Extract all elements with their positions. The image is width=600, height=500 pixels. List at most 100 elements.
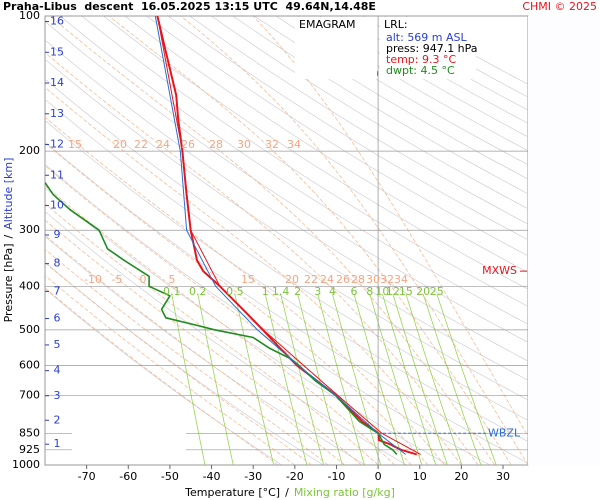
altitude-label: 6 — [54, 312, 61, 325]
y-tick-label: 850 — [19, 426, 40, 439]
altitude-label: 5 — [54, 338, 61, 351]
x-tick-label: -50 — [161, 470, 179, 483]
altitude-label: 3 — [54, 389, 61, 402]
altitude-label: 7 — [54, 284, 61, 297]
altitude-label: 15 — [50, 45, 64, 58]
lrl-alt: alt: 569 m ASL — [386, 31, 468, 44]
adiabat-label: 32 — [380, 273, 394, 286]
moist-adiabat — [50, 16, 495, 465]
mixing-ratio-label: 15 — [399, 285, 413, 298]
x-tick-label: -20 — [286, 470, 304, 483]
y-axis-label-part: Altitude [km] — [2, 158, 15, 230]
altitude-label: 2 — [54, 413, 61, 426]
adiabat-label: 0 — [140, 273, 147, 286]
chart-title: Praha-Libus descent 16.05.2025 13:15 UTC… — [3, 0, 376, 13]
adiabat-label: 5 — [169, 273, 176, 286]
adiabat-label: 20 — [113, 138, 127, 151]
adiabat-label: 15 — [241, 273, 255, 286]
mixing-ratio-label: 0.2 — [189, 285, 207, 298]
x-tick-label: 0 — [375, 470, 382, 483]
mixing-ratio-line — [382, 293, 437, 465]
moist-adiabat — [45, 274, 296, 465]
adiabat-label: 28 — [351, 273, 365, 286]
moist-adiabat — [45, 219, 362, 465]
x-tick-label: 10 — [413, 470, 427, 483]
x-axis-label-part: Temperature [°C] — [184, 486, 280, 499]
mixing-ratio-line — [436, 293, 497, 465]
altitude-label: 8 — [54, 257, 61, 270]
adiabat-label: 34 — [287, 138, 301, 151]
moist-adiabat — [45, 185, 396, 465]
mixing-ratio-line — [317, 293, 365, 465]
profile-line — [154, 16, 406, 455]
plot-area — [44, 15, 529, 466]
adiabat-label: -10 — [84, 273, 102, 286]
adiabat-label: 34 — [394, 273, 408, 286]
wind-panel — [528, 16, 600, 465]
mixing-ratio-label: 3 — [314, 285, 321, 298]
adiabat-label: 15 — [68, 138, 82, 151]
lrl-temp: temp: 9.3 °C — [386, 53, 456, 66]
credit: CHMI © 2025 — [522, 0, 597, 13]
x-tick-label: 20 — [454, 470, 468, 483]
profile-line — [45, 182, 398, 455]
altitude-label: 14 — [50, 76, 64, 89]
moist-adiabat — [45, 86, 462, 465]
mixing-ratio-label: 20 — [416, 285, 430, 298]
moist-adiabat — [45, 262, 312, 465]
dry-adiabat — [81, 16, 528, 307]
y-tick-label: 700 — [19, 388, 40, 401]
y-tick-label: 400 — [19, 279, 40, 292]
mixing-ratio-line — [264, 293, 308, 465]
y-tick-label: 500 — [19, 323, 40, 336]
dry-adiabat — [103, 16, 528, 290]
adiabat-label: 30 — [366, 273, 380, 286]
moist-adiabat — [109, 16, 512, 465]
mixing-ratio-line — [197, 293, 234, 465]
dry-adiabat — [45, 58, 528, 381]
marker-label: MXWS — [482, 264, 517, 277]
mixing-ratio-label: 12 — [386, 285, 400, 298]
legend-box — [295, 17, 377, 79]
mixing-ratio-line — [353, 293, 405, 465]
dry-adiabat — [189, 16, 528, 225]
x-axis-label: Temperature [°C] / Mixing ratio [g/kg] — [184, 486, 395, 499]
moist-adiabat — [45, 287, 279, 465]
profile-line — [156, 16, 421, 455]
mixing-ratio-line — [234, 293, 275, 465]
adiabat-label: -5 — [112, 273, 123, 286]
moist-adiabat — [45, 116, 445, 465]
x-tick-label: -60 — [119, 470, 137, 483]
x-tick-label: -40 — [203, 470, 221, 483]
y-axis-label-part: / — [2, 234, 15, 238]
y-axis-label: Pressure [hPa] / Altitude [km] — [2, 158, 15, 323]
y-tick-label: 1000 — [12, 458, 40, 471]
mixing-ratio-line — [405, 293, 463, 465]
mixing-ratio-line — [332, 293, 382, 465]
y-axis-label-part: Pressure [hPa] — [2, 243, 15, 322]
x-tick-label: -30 — [244, 470, 262, 483]
mixing-ratio-label: 0.1 — [163, 285, 181, 298]
adiabat-label: 26 — [336, 273, 350, 286]
profiles — [45, 16, 421, 456]
mixing-ratio-label: 4 — [329, 285, 336, 298]
lrl-press: press: 947.1 hPa — [386, 42, 478, 55]
dry-adiabat — [124, 16, 528, 273]
x-tick-label: -10 — [327, 470, 345, 483]
adiabat-label: 26 — [181, 138, 195, 151]
lrl-dwpt: dwpt: 4.5 °C — [386, 64, 455, 77]
adiabat-label: 30 — [237, 138, 251, 151]
mixing-ratio-label: 1.4 — [272, 285, 290, 298]
dry-adiabat — [60, 16, 528, 325]
mixing-ratio-line — [369, 293, 423, 465]
x-axis-label-part: / — [285, 486, 289, 499]
y-tick-label: 100 — [19, 9, 40, 22]
dry-adiabat — [45, 20, 528, 343]
altitude-label: 9 — [54, 228, 61, 241]
x-tick-label: 30 — [496, 470, 510, 483]
mixing-ratio-label: 0.5 — [226, 285, 244, 298]
dry-adiabat — [146, 16, 528, 257]
mixing-ratio-label: 6 — [350, 285, 357, 298]
y-tick-label: 200 — [19, 144, 40, 157]
